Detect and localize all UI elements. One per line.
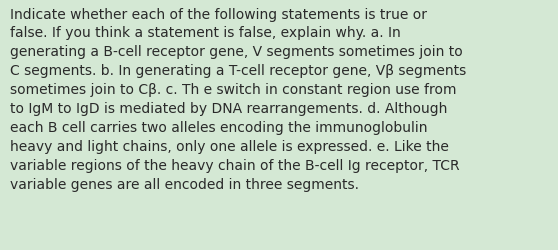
Text: Indicate whether each of the following statements is true or
false. If you think: Indicate whether each of the following s…: [10, 8, 466, 191]
